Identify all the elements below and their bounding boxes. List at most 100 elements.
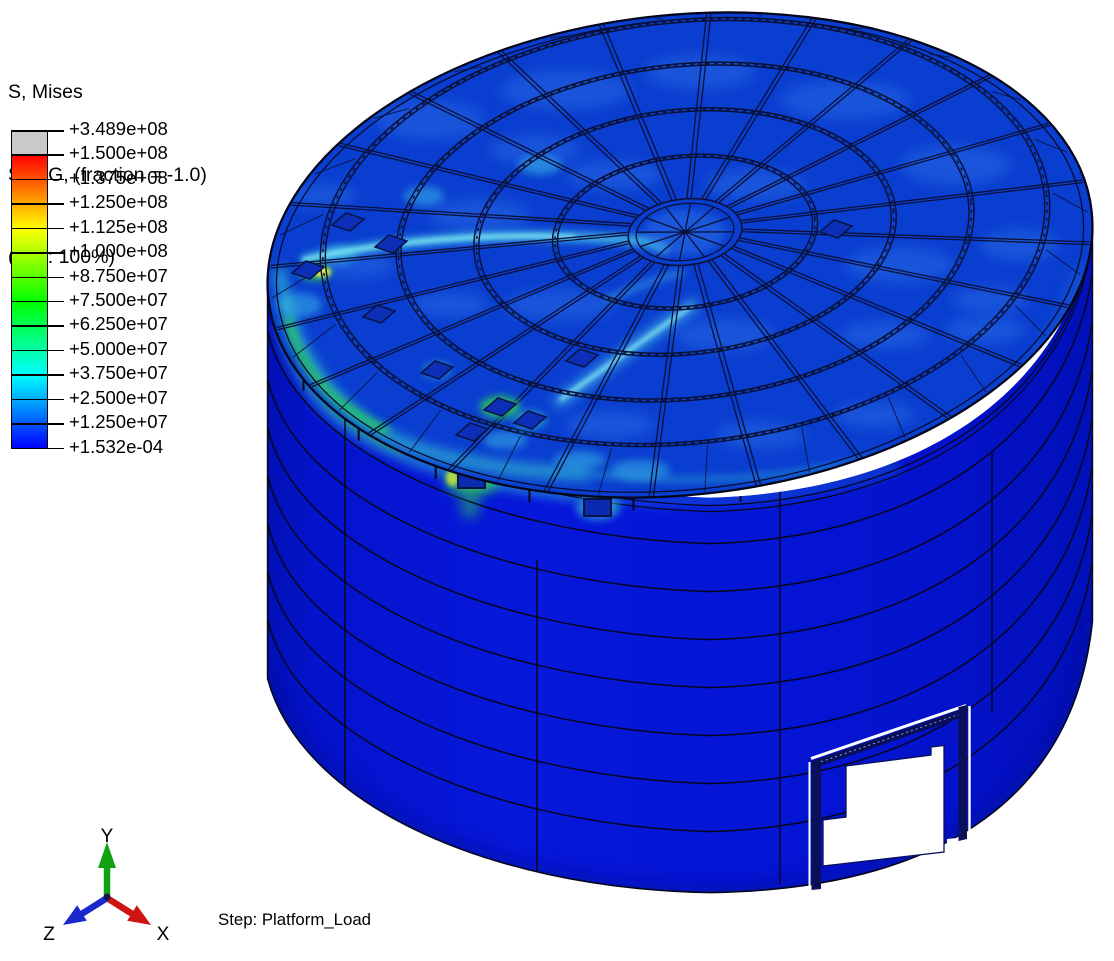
door-right-post xyxy=(958,705,967,841)
legend-tick-line-12 xyxy=(11,423,64,425)
roof-rafter-22 xyxy=(730,123,1054,212)
roof-rafter-2 xyxy=(734,218,1021,393)
shell-nozzle-pad-2 xyxy=(583,498,612,517)
course-seam-7 xyxy=(267,512,1093,785)
roof-outer-seam-16 xyxy=(454,67,481,72)
roof-rafter-11 xyxy=(272,244,634,330)
roof-mottle-6 xyxy=(845,247,955,283)
roof-outer-seam-18 xyxy=(655,18,662,20)
roof-outer-seam-15 xyxy=(373,109,409,119)
legend-band-3 xyxy=(12,204,47,229)
roof-rafter-0 xyxy=(743,196,1090,281)
legend-band-7 xyxy=(12,301,47,327)
legend-tick-line-6 xyxy=(11,276,64,279)
legend-tick-label-7: +7.500e+07 xyxy=(69,289,168,311)
roof-outer-seam-3 xyxy=(961,353,986,394)
legend-tick-line-4 xyxy=(11,227,64,230)
legend-band-9 xyxy=(12,350,47,376)
roof-rafter-23 xyxy=(741,180,1083,220)
roof-rafter-2 xyxy=(732,220,1019,395)
roof-hub-inner xyxy=(633,199,736,266)
triad-x-shaft xyxy=(105,895,136,918)
roof-rafter-18 xyxy=(672,14,730,198)
legend-tick-line-5 xyxy=(11,252,64,254)
roof-mottle-12 xyxy=(505,289,615,321)
roof-diamond-6 xyxy=(482,397,518,417)
roof-diamond-9 xyxy=(818,219,854,239)
roof-ring-0 xyxy=(545,141,826,322)
triad-x-arrowhead xyxy=(127,905,151,925)
roof-rafter-1 xyxy=(740,205,1068,339)
legend-tick-label-8: +6.250e+07 xyxy=(69,313,168,335)
legend-band-11 xyxy=(12,399,47,425)
roof-rafter-21 xyxy=(716,75,999,206)
roof-diamond-3 xyxy=(361,304,397,324)
roof-rafter-16 xyxy=(498,38,658,219)
legend-tick-label-10: +3.750e+07 xyxy=(69,362,168,384)
roof-rafter-19 xyxy=(684,19,829,199)
door-cutout xyxy=(822,744,945,867)
roof-outer-seam-8 xyxy=(493,436,525,481)
roof-mottle-5 xyxy=(980,229,1060,261)
roof-mottle-4 xyxy=(900,145,1010,185)
status-block: Step: Platform_Load Increment 18: Step T… xyxy=(218,869,646,961)
roof-rafter-5 xyxy=(698,260,760,489)
roof-rafter-4 xyxy=(712,247,862,471)
roof-rafter-4 xyxy=(708,248,858,472)
roof-rafter-8 xyxy=(433,263,674,470)
roof-rafter-17 xyxy=(600,20,672,206)
legend-band-4 xyxy=(12,228,47,254)
roof-rafter-3 xyxy=(721,234,947,440)
legend-colorbar: +3.489e+08 +1.500e+08 +1.375e+08 +1.250e+08… xyxy=(11,118,221,457)
roof-rafter-12 xyxy=(271,228,628,270)
roof-rafter-6 xyxy=(625,266,702,496)
roof-rafter-14 xyxy=(341,113,638,245)
roof-outer-seam-5 xyxy=(802,428,810,473)
legend-band-5 xyxy=(12,253,47,278)
shell-rim-stress-band-right xyxy=(619,463,901,504)
door-cutout-notch xyxy=(947,837,967,865)
roof-outer-seam-22 xyxy=(992,89,1020,103)
roof-diamond-1 xyxy=(330,212,366,232)
tank-roof xyxy=(243,0,1114,537)
roof-rafter-5 xyxy=(694,261,756,490)
roof-outer-seam-4 xyxy=(888,396,905,439)
roof-outer-seam-14 xyxy=(313,159,356,174)
roof-outer-seam-17 xyxy=(550,36,568,38)
roof-rafter-14 xyxy=(339,116,636,248)
course-seam-6 xyxy=(267,464,1093,737)
roof-rafter-15 xyxy=(409,70,645,233)
course-seam-8 xyxy=(267,560,1093,833)
shell-hotspot-streak xyxy=(460,491,480,519)
roof-rafter-15 xyxy=(412,69,648,232)
roof-rafter-19 xyxy=(688,19,833,199)
roof-rafter-20 xyxy=(701,40,923,201)
roof-diamond-5 xyxy=(454,422,490,442)
roof-hub-spoke-5 xyxy=(638,218,732,247)
legend-tick-label-13: +1.532e-04 xyxy=(69,435,164,457)
legend-tick-line-7 xyxy=(11,300,64,303)
triad-y-arrowhead xyxy=(98,842,116,868)
roof-rafter-12 xyxy=(270,231,627,273)
legend-field-title: S, Mises xyxy=(8,81,83,103)
roof-outer-seam-9 xyxy=(405,410,445,452)
roof-rafter-9 xyxy=(353,256,655,433)
roof-contour-mottling xyxy=(278,55,1060,480)
roof-diamond-fittings xyxy=(290,212,854,442)
roof-ring-2-inner xyxy=(384,38,985,426)
roof-mottle-13 xyxy=(675,319,775,351)
roof-mottle-19 xyxy=(835,402,915,428)
legend-tick-label-2: +1.375e+08 xyxy=(69,166,168,188)
legend-tick-line-1 xyxy=(11,154,64,156)
roof-diamond-8 xyxy=(564,348,600,368)
legend-tick-line-11 xyxy=(11,398,64,401)
roof-rafter-3 xyxy=(725,232,951,438)
roof-rafter-20 xyxy=(704,41,926,202)
roof-outer-seam-2 xyxy=(1015,302,1046,339)
door-rail-hatch xyxy=(811,711,967,766)
legend-band-10 xyxy=(12,375,47,400)
roof-ring-3-hatch xyxy=(301,0,1068,480)
roof-ring-1-inner xyxy=(467,91,904,373)
legend-band-8 xyxy=(12,326,47,351)
